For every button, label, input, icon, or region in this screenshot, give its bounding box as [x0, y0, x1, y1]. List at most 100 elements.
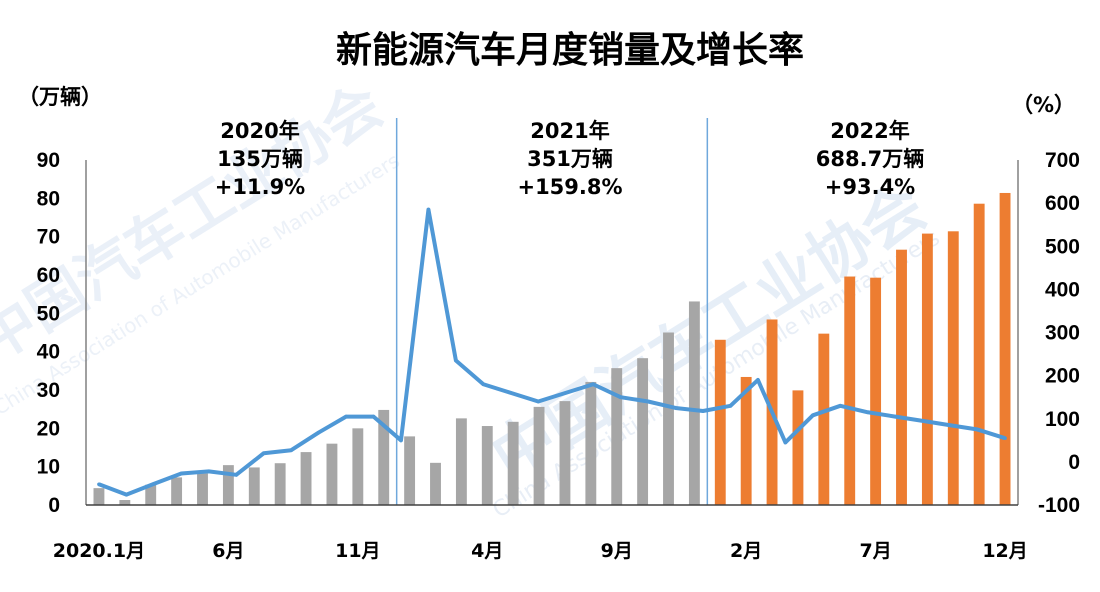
- left-tick-label: 30: [37, 379, 60, 402]
- growth-point: [152, 482, 156, 486]
- growth-point: [975, 427, 980, 432]
- sales-bar: [818, 333, 830, 505]
- x-tick-label: 2020.1月: [53, 540, 145, 562]
- year-dividers: [395, 118, 709, 505]
- sales-bar: [973, 203, 985, 505]
- sales-bar: [171, 477, 183, 505]
- sales-bar: [585, 381, 597, 505]
- sales-bar: [611, 368, 623, 505]
- x-tick-label: 7月: [859, 540, 891, 562]
- sales-bar: [663, 332, 674, 505]
- right-tick-label: 600: [1045, 192, 1080, 215]
- sales-bar: [792, 390, 804, 505]
- growth-point: [536, 399, 541, 404]
- growth-point: [344, 414, 348, 419]
- sales-bar: [844, 276, 856, 505]
- annotation-line: 135万辆: [217, 147, 303, 171]
- right-tick-label: 100: [1045, 408, 1080, 431]
- growth-point: [591, 382, 595, 387]
- left-axis-ticks: 0 10 20 30 40 50 60 70 80 90: [37, 149, 87, 517]
- sales-bar: [300, 452, 312, 505]
- growth-point: [811, 413, 815, 418]
- growth-point: [673, 406, 678, 410]
- watermark-cn: 中国汽车工业协会: [479, 169, 938, 494]
- growth-point: [234, 473, 239, 477]
- annotation-line: +159.8%: [517, 175, 622, 199]
- annotation-line: 2021年: [530, 119, 609, 143]
- annotation-line: +11.9%: [215, 175, 305, 199]
- growth-point: [563, 391, 568, 395]
- growth-point: [426, 207, 431, 212]
- sales-bar: [507, 421, 519, 505]
- x-tick-label: 2月: [730, 540, 762, 562]
- x-tick-label: 4月: [471, 540, 503, 562]
- growth-point: [756, 378, 760, 382]
- sales-bar: [378, 409, 390, 505]
- growth-point: [206, 469, 211, 474]
- right-tick-label: 300: [1045, 322, 1080, 345]
- annotation-line: 2020年: [220, 119, 299, 143]
- left-tick-label: 90: [37, 149, 60, 172]
- growth-point: [701, 409, 705, 413]
- year-annotations: 2020年 135万辆 +11.9% 2021年 351万辆 +159.8% 2022年 68…: [215, 119, 924, 199]
- right-axis-unit: （%）: [1012, 93, 1075, 117]
- growth-point: [509, 391, 513, 395]
- sales-bar: [637, 358, 649, 505]
- annotation-line: 688.7万辆: [816, 147, 924, 171]
- growth-point: [124, 492, 129, 497]
- sales-bar: [870, 277, 882, 505]
- growth-point: [399, 438, 403, 443]
- growth-point: [316, 430, 321, 435]
- sales-bar: [326, 443, 338, 505]
- x-tick-label: 6月: [212, 540, 244, 562]
- sales-bar: [248, 467, 260, 505]
- left-tick-label: 80: [37, 187, 60, 210]
- sales-bar: [404, 436, 416, 505]
- growth-point: [838, 404, 843, 408]
- growth-point: [454, 358, 458, 363]
- right-tick-label: 200: [1045, 365, 1080, 388]
- sales-bar: [93, 488, 105, 505]
- sales-bar: [533, 406, 545, 505]
- right-tick-label: 400: [1045, 278, 1080, 301]
- sales-bar: [119, 500, 131, 505]
- left-tick-label: 0: [48, 494, 60, 517]
- growth-line-path: [98, 207, 1006, 497]
- left-tick-label: 60: [37, 264, 60, 287]
- annotation-line: +93.4%: [825, 175, 915, 199]
- growth-point: [865, 410, 870, 415]
- growth-point: [618, 395, 623, 399]
- sales-bar: [197, 473, 208, 505]
- right-axis-ticks: -100 0 100 200 300 400 500 600 700: [1017, 149, 1080, 517]
- growth-point: [1003, 436, 1007, 440]
- x-axis-ticks: 2020.1月 6月 11月 4月 9月 2月 7月 12月: [53, 540, 1028, 562]
- growth-point: [371, 414, 376, 419]
- x-tick-label: 9月: [601, 540, 633, 562]
- x-tick-label: 12月: [982, 540, 1027, 562]
- sales-bar: [274, 463, 286, 505]
- x-tick-label: 11月: [335, 540, 380, 562]
- growth-point: [783, 440, 788, 445]
- right-tick-label: -100: [1038, 494, 1080, 517]
- sales-bar: [145, 484, 157, 505]
- sales-bar: [455, 418, 467, 505]
- chart-title: 新能源汽车月度销量及增长率: [336, 30, 804, 71]
- sales-bar: [222, 465, 234, 505]
- sales-bar: [947, 231, 959, 506]
- sales-bar: [999, 192, 1011, 505]
- left-tick-label: 70: [37, 226, 60, 249]
- growth-point: [289, 448, 293, 453]
- left-tick-label: 20: [37, 417, 60, 440]
- right-tick-label: 700: [1045, 149, 1080, 172]
- sales-bar: [559, 401, 571, 505]
- sales-bar: [688, 301, 700, 505]
- growth-point: [261, 451, 266, 456]
- right-tick-label: 0: [1068, 451, 1080, 474]
- growth-line: [97, 207, 1007, 497]
- growth-point: [728, 404, 733, 408]
- left-tick-label: 10: [37, 456, 60, 479]
- left-tick-label: 40: [37, 341, 60, 364]
- growth-point: [948, 423, 952, 428]
- growth-point: [481, 382, 486, 387]
